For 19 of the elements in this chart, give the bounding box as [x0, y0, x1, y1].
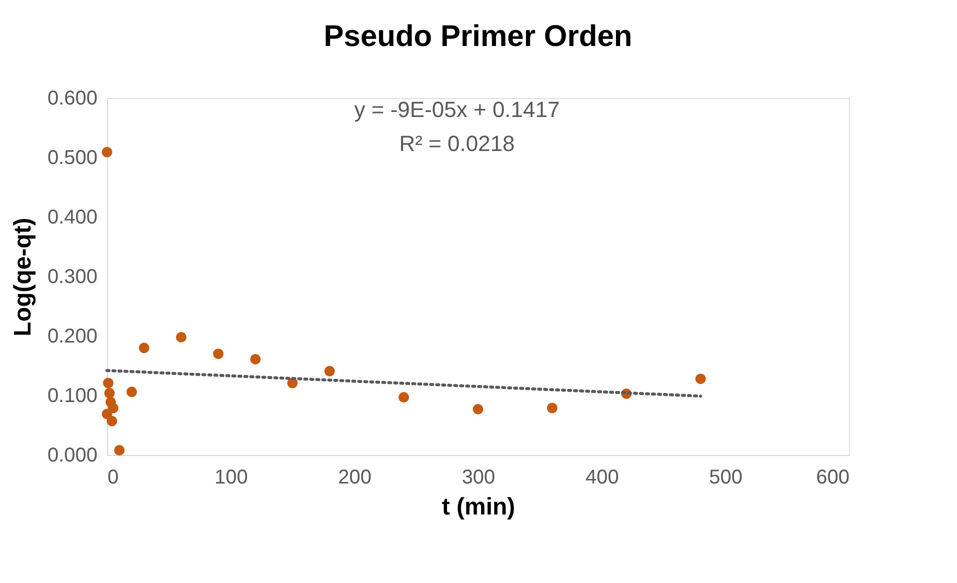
- y-axis-title: Log(qe-qt): [9, 218, 36, 336]
- chart-title: Pseudo Primer Orden: [324, 20, 632, 53]
- y-tick-label: 0.400: [47, 206, 98, 228]
- x-tick-label: 600: [816, 466, 850, 488]
- y-tick-label: 0.500: [47, 147, 98, 169]
- x-tick-label: 300: [462, 466, 496, 488]
- x-tick-label: 400: [585, 466, 619, 488]
- x-tick-label: 100: [214, 466, 248, 488]
- x-tick-label: 500: [709, 466, 743, 488]
- y-tick-label: 0.000: [47, 444, 98, 466]
- annotation: y = -9E-05x + 0.1417: [354, 97, 560, 122]
- x-tick-label: 0: [108, 466, 119, 488]
- y-tick-label: 0.600: [47, 88, 98, 110]
- y-tick-label: 0.300: [47, 266, 98, 288]
- annotation: R² = 0.0218: [399, 131, 515, 156]
- y-tick-label: 0.100: [47, 385, 98, 407]
- x-axis-title: t (min): [442, 494, 516, 520]
- x-tick-label: 200: [338, 466, 372, 488]
- y-tick-label: 0.200: [47, 326, 98, 348]
